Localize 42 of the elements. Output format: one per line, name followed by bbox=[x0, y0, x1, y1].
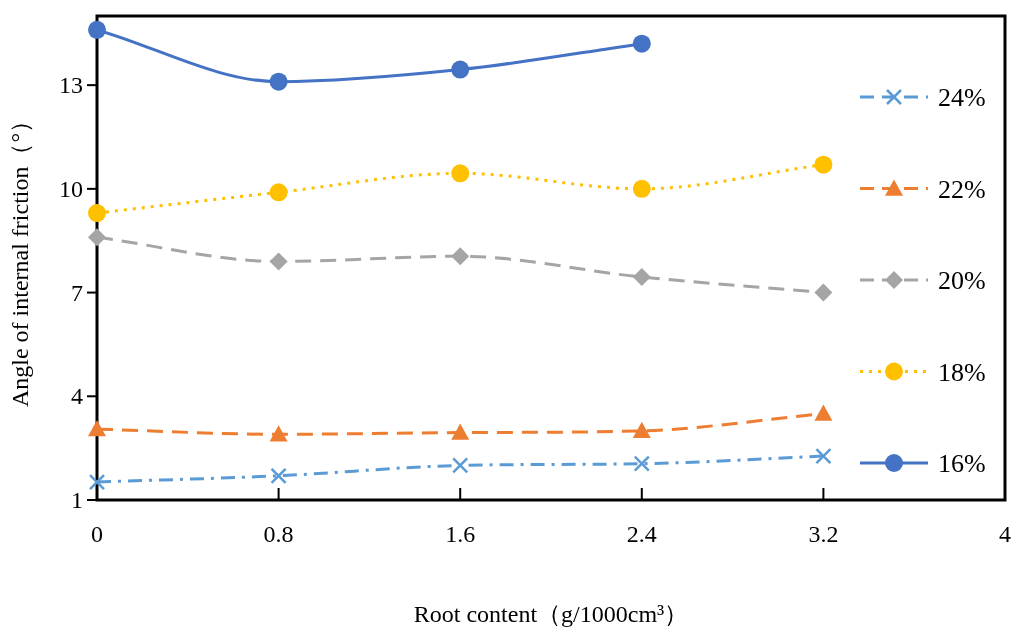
x-tick-label: 0.8 bbox=[263, 521, 294, 547]
point bbox=[269, 72, 288, 91]
point bbox=[451, 457, 469, 474]
y-tick-label: 4 bbox=[71, 383, 83, 410]
point bbox=[269, 425, 288, 442]
y-tick-label: 13 bbox=[59, 72, 83, 99]
point bbox=[632, 268, 651, 287]
point bbox=[88, 420, 106, 437]
x-tick-label: 4 bbox=[999, 521, 1011, 547]
point bbox=[88, 473, 106, 491]
point bbox=[633, 455, 651, 472]
x-tick-label: 2.4 bbox=[626, 521, 657, 547]
point bbox=[815, 447, 832, 465]
y-axis-title: Angle of internal friction（°） bbox=[7, 108, 33, 408]
point bbox=[270, 467, 287, 485]
legend-label: 24% bbox=[938, 83, 986, 112]
legend-label: 20% bbox=[938, 266, 986, 295]
point bbox=[632, 421, 651, 439]
x-tick-label: 1.6 bbox=[445, 521, 476, 547]
point bbox=[451, 60, 470, 79]
point bbox=[269, 183, 288, 202]
point bbox=[269, 252, 288, 271]
point bbox=[88, 228, 106, 247]
x-tick-label: 3.2 bbox=[808, 521, 839, 547]
point bbox=[814, 404, 833, 421]
x-tick-label: 0 bbox=[91, 521, 103, 547]
y-tick-label: 7 bbox=[71, 279, 83, 306]
x-axis-title: Root content（g/1000cm³） bbox=[413, 601, 689, 627]
point bbox=[451, 247, 470, 266]
y-tick-label: 10 bbox=[59, 175, 83, 202]
point bbox=[632, 179, 651, 198]
legend-label: 18% bbox=[938, 357, 986, 387]
point bbox=[814, 283, 833, 302]
legend-label: 22% bbox=[938, 174, 986, 204]
point bbox=[632, 34, 651, 53]
point bbox=[451, 423, 470, 440]
point bbox=[451, 164, 470, 183]
point bbox=[814, 155, 833, 174]
legend-label: 16% bbox=[938, 449, 986, 478]
point bbox=[88, 20, 106, 39]
y-tick-label: 1 bbox=[71, 487, 83, 513]
point bbox=[88, 204, 106, 223]
